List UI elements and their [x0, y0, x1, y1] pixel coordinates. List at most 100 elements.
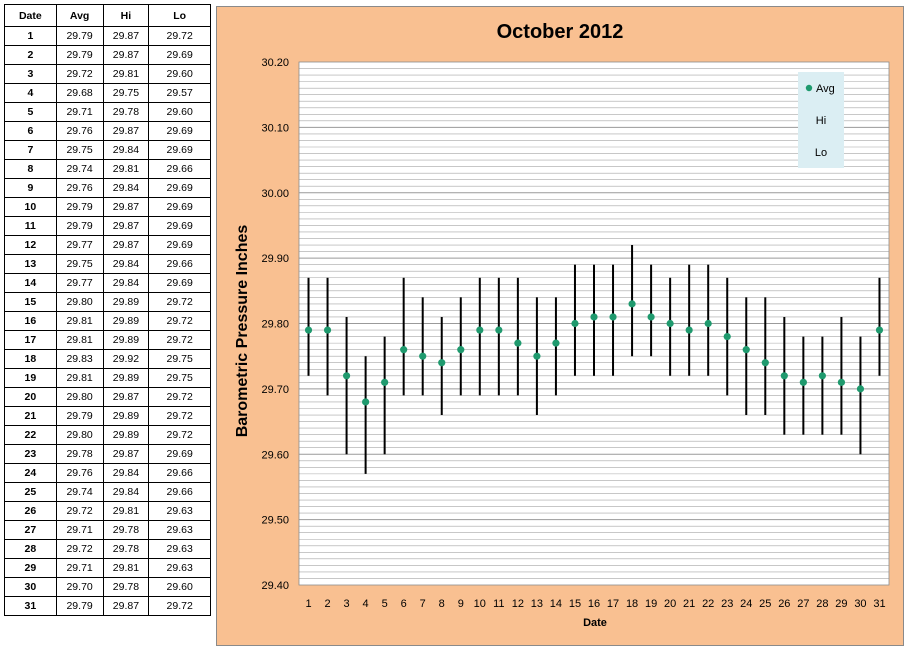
table-row: 18 29.83 29.92 29.75: [4, 349, 211, 369]
table-cell: 29.87: [102, 45, 150, 65]
avg-point: [609, 313, 617, 321]
table-cell: 29.84: [102, 140, 150, 160]
table-cell: 11: [4, 216, 57, 236]
table-cell: 29.69: [148, 216, 211, 236]
table-header-cell: Lo: [148, 4, 211, 27]
avg-point: [571, 319, 579, 328]
table-cell: 29.63: [148, 558, 211, 578]
table-cell: 29.81: [55, 368, 104, 388]
x-tick-label: 18: [626, 598, 638, 610]
table-cell: 29.63: [148, 520, 211, 540]
x-tick-label: 16: [588, 598, 600, 610]
avg-point: [590, 313, 598, 321]
x-tick-label: 17: [607, 598, 619, 610]
avg-point: [400, 346, 408, 354]
table-cell: 29.69: [148, 45, 211, 65]
x-tick-label: 29: [835, 598, 847, 610]
x-tick-label: 9: [458, 598, 464, 610]
table-cell: 29.80: [55, 292, 104, 312]
table-cell: 29.72: [55, 501, 104, 521]
chart-panel: 29.40 29.50 29.60 29.70 29.80 29.90 30.00 30.10…: [216, 6, 904, 646]
table-cell: 29.66: [148, 463, 211, 483]
table-cell: 29.87: [102, 216, 150, 236]
avg-point: [628, 300, 636, 308]
avg-point: [533, 352, 541, 360]
x-tick-label: 5: [382, 598, 388, 610]
data-table: Date Avg Hi Lo 1 29.79 29.87 29.72 2 29.79 29.87 2…: [4, 4, 211, 616]
table-cell: 29.69: [148, 273, 211, 293]
y-tick-label: 30.20: [261, 57, 289, 69]
table-cell: 7: [4, 140, 57, 160]
table-row: 22 29.80 29.89 29.72: [4, 425, 211, 445]
table-cell: 29.69: [148, 197, 211, 217]
x-tick-label: 31: [873, 598, 885, 610]
table-cell: 29.84: [102, 463, 150, 483]
table-cell: 29.72: [148, 596, 211, 616]
table-cell: 29.66: [148, 482, 211, 502]
table-cell: 29.75: [148, 368, 211, 388]
table-cell: 29.81: [102, 558, 150, 578]
table-cell: 29.79: [55, 45, 104, 65]
x-tick-label: 14: [550, 598, 562, 610]
table-cell: 3: [4, 64, 57, 84]
legend-label: Lo: [815, 147, 827, 159]
avg-point: [362, 398, 370, 406]
avg-point: [723, 332, 731, 341]
x-tick-label: 8: [439, 598, 445, 610]
avg-point: [381, 378, 389, 386]
x-tick-label: 30: [854, 598, 866, 610]
table-cell: 29.69: [148, 178, 211, 198]
table-cell: 8: [4, 159, 57, 179]
x-tick-label: 21: [683, 598, 695, 610]
y-tick-label: 30.10: [261, 122, 289, 134]
table-row: 15 29.80 29.89 29.72: [4, 292, 211, 312]
table-row: 7 29.75 29.84 29.69: [4, 140, 211, 160]
table-cell: 29.87: [102, 26, 150, 46]
legend-label: Hi: [816, 115, 826, 127]
avg-point: [419, 352, 427, 360]
x-tick-label: 13: [531, 598, 543, 610]
table-row: 12 29.77 29.87 29.69: [4, 235, 211, 255]
table-row: 2 29.79 29.87 29.69: [4, 45, 211, 65]
table-cell: 19: [4, 368, 57, 388]
x-tick-label: 6: [401, 598, 407, 610]
table-row: 21 29.79 29.89 29.72: [4, 406, 211, 426]
table-cell: 29.74: [55, 482, 104, 502]
table-cell: 29.87: [102, 596, 150, 616]
table-cell: 29.87: [102, 197, 150, 217]
table-row: 10 29.79 29.87 29.69: [4, 197, 211, 217]
table-cell: 29.78: [102, 102, 150, 122]
table-cell: 29.72: [148, 425, 211, 445]
table-cell: 29.77: [55, 235, 104, 255]
table-cell: 29.79: [55, 596, 104, 616]
table-cell: 29.75: [55, 140, 104, 160]
table-cell: 29.72: [55, 64, 104, 84]
x-tick-label: 24: [740, 598, 752, 610]
x-tick-label: 20: [664, 598, 676, 610]
table-cell: 29.87: [102, 235, 150, 255]
table-cell: 29.84: [102, 482, 150, 502]
table-cell: 29.89: [102, 406, 150, 426]
table-cell: 29.89: [102, 368, 150, 388]
x-tick-label: 28: [816, 598, 828, 610]
table-cell: 29.89: [102, 292, 150, 312]
table-cell: 29.89: [102, 425, 150, 445]
table-cell: 29.92: [102, 349, 150, 369]
table-cell: 29.71: [55, 558, 104, 578]
table-cell: 29.79: [55, 197, 104, 217]
table-cell: 29.84: [102, 273, 150, 293]
table-row: 26 29.72 29.81 29.63: [4, 501, 211, 521]
table-row: 8 29.74 29.81 29.66: [4, 159, 211, 179]
table-cell: 29.78: [102, 539, 150, 559]
table-cell: 29.72: [148, 292, 211, 312]
table-header-row: Date Avg Hi Lo: [4, 4, 211, 27]
avg-point: [780, 372, 788, 380]
table-cell: 29.87: [102, 387, 150, 407]
table-cell: 29.63: [148, 539, 211, 559]
table-cell: 13: [4, 254, 57, 274]
x-tick-label: 7: [420, 598, 426, 610]
table-cell: 29.60: [148, 577, 211, 597]
table-cell: 21: [4, 406, 57, 426]
table-row: 5 29.71 29.78 29.60: [4, 102, 211, 122]
table-cell: 29.69: [148, 140, 211, 160]
